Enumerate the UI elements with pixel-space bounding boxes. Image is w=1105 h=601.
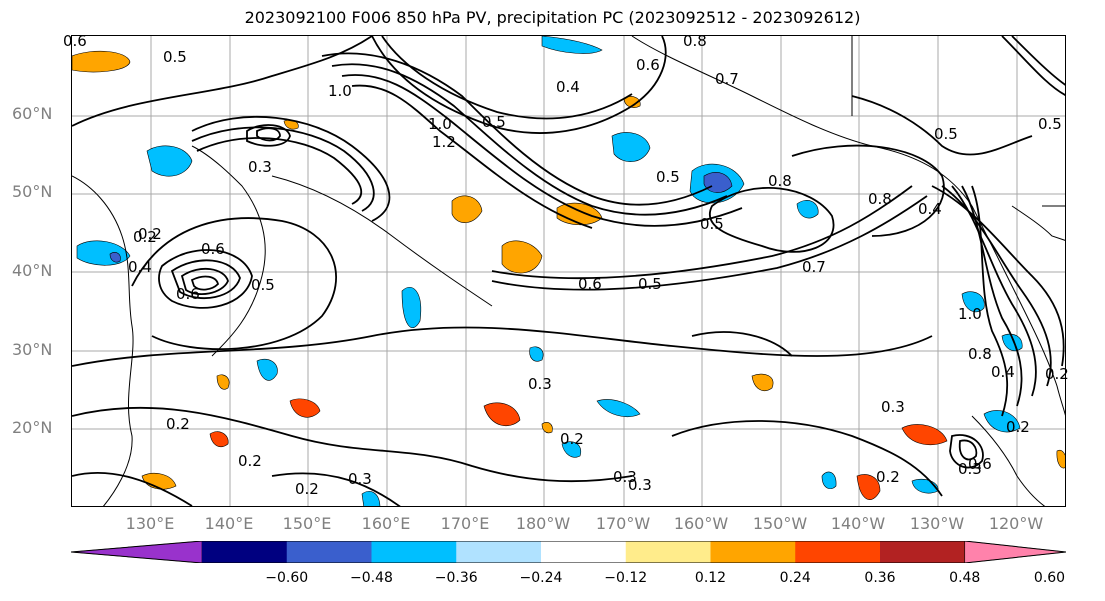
lon-label-180w: 180°W xyxy=(515,514,571,533)
colorbar-tick-label: −0.48 xyxy=(350,570,393,586)
lon-label-140e: 140°E xyxy=(204,514,254,533)
contour-label: 0.6 xyxy=(968,455,992,473)
contour-label: 0.8 xyxy=(768,172,792,190)
contour-label: 0.5 xyxy=(934,125,958,143)
colorbar-tick-label: −0.36 xyxy=(434,570,478,586)
contour-label: 0.8 xyxy=(868,190,892,208)
lat-label-30n: 30°N xyxy=(12,340,53,359)
contour-label: 0.3 xyxy=(881,398,905,416)
contour-label: 0.2 xyxy=(138,225,162,243)
lon-label-170e: 170°E xyxy=(440,514,490,533)
map-canvas xyxy=(72,36,1065,506)
map-panel xyxy=(71,35,1066,507)
lon-label-170w: 170°W xyxy=(595,514,651,533)
contour-label: 0.3 xyxy=(248,158,272,176)
pv-contours xyxy=(72,36,1065,506)
contour-label: 0.2 xyxy=(1045,365,1069,383)
lat-label-40n: 40°N xyxy=(12,261,53,280)
contour-label: 0.8 xyxy=(968,345,992,363)
contour-label: 0.6 xyxy=(176,285,200,303)
lon-label-120w: 120°W xyxy=(988,514,1044,533)
contour-label: 0.2 xyxy=(560,430,584,448)
lon-label-160e: 160°E xyxy=(361,514,411,533)
contour-label: 0.5 xyxy=(638,275,662,293)
colorbar-segment xyxy=(964,541,1066,563)
precipitation-shading xyxy=(72,36,1065,506)
contour-label: 1.2 xyxy=(432,133,456,151)
contour-label: 0.5 xyxy=(251,276,275,294)
lon-label-160w: 160°W xyxy=(673,514,729,533)
colorbar xyxy=(71,541,1066,563)
contour-label: 0.5 xyxy=(700,215,724,233)
contour-label: 0.5 xyxy=(1038,115,1062,133)
contour-label: 0.4 xyxy=(918,200,942,218)
contour-label: 0.3 xyxy=(613,468,637,486)
lat-label-60n: 60°N xyxy=(12,104,53,123)
contour-label: 0.4 xyxy=(128,258,152,276)
lon-label-150e: 150°E xyxy=(282,514,332,533)
colorbar-segment xyxy=(880,541,966,563)
contour-label: 0.3 xyxy=(348,470,372,488)
contour-label: 0.3 xyxy=(958,460,982,478)
contour-label: 0.2 xyxy=(166,415,190,433)
colorbar-segment xyxy=(286,541,372,563)
lat-label-50n: 50°N xyxy=(12,182,53,201)
colorbar-tick-label: −0.12 xyxy=(604,570,648,586)
contour-label: 0.5 xyxy=(482,113,506,131)
colorbar-segment xyxy=(541,541,627,563)
lat-label-20n: 20°N xyxy=(12,418,53,437)
colorbar-segment xyxy=(795,541,881,563)
coastlines xyxy=(72,36,1065,506)
contour-label: 0.3 xyxy=(628,476,652,494)
colorbar-segment xyxy=(710,541,796,563)
contour-label: 0.2 xyxy=(1006,418,1030,436)
contour-label: 0.6 xyxy=(63,32,87,50)
contour-label: 0.4 xyxy=(991,363,1015,381)
lon-label-140w: 140°W xyxy=(830,514,886,533)
contour-label: 0.7 xyxy=(802,258,826,276)
contour-label: 0.6 xyxy=(201,240,225,258)
colorbar-tick-label: 0.48 xyxy=(949,570,981,586)
colorbar-segment xyxy=(371,541,457,563)
contour-label: 0.2 xyxy=(876,468,900,486)
lon-label-150w: 150°W xyxy=(752,514,808,533)
contour-label: 0.2 xyxy=(133,228,157,246)
contour-label: 0.8 xyxy=(683,32,707,50)
contour-label: 0.3 xyxy=(528,375,552,393)
contour-label: 1.0 xyxy=(958,305,982,323)
colorbar-tick-label: −0.60 xyxy=(265,570,309,586)
colorbar-segment xyxy=(71,541,203,563)
contour-label: 0.2 xyxy=(238,452,262,470)
contour-label: 0.5 xyxy=(656,168,680,186)
colorbar-segment xyxy=(456,541,542,563)
contour-label: 1.0 xyxy=(428,115,452,133)
contour-label: 0.4 xyxy=(556,78,580,96)
lon-label-130w: 130°W xyxy=(909,514,965,533)
colorbar-tick-label: −0.24 xyxy=(519,570,563,586)
colorbar-segment xyxy=(202,541,288,563)
lon-label-130e: 130°E xyxy=(125,514,175,533)
contour-label: 0.7 xyxy=(715,70,739,88)
colorbar-segment xyxy=(625,541,711,563)
contour-label: 1.0 xyxy=(328,82,352,100)
colorbar-tick-label: 0.60 xyxy=(1033,570,1066,586)
contour-label: 0.2 xyxy=(295,480,319,498)
contour-label: 0.5 xyxy=(163,48,187,66)
colorbar-tick-label: 0.12 xyxy=(694,570,727,586)
colorbar-tick-label: 0.36 xyxy=(864,570,896,586)
contour-label: 0.6 xyxy=(578,275,602,293)
colorbar-tick-label: 0.24 xyxy=(779,570,811,586)
chart-title: 2023092100 F006 850 hPa PV, precipitatio… xyxy=(244,8,861,27)
contour-label: 0.6 xyxy=(636,56,660,74)
